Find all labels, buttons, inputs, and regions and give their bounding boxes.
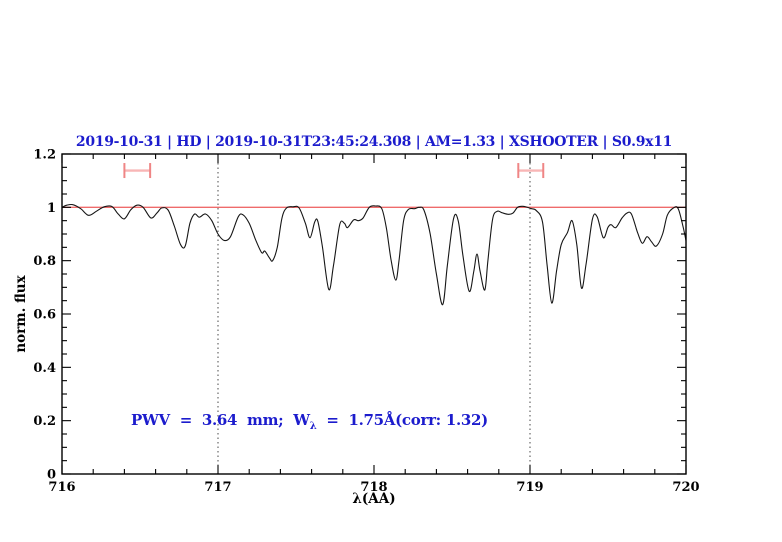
y-tick-label: 0.4 (33, 361, 56, 376)
y-tick-label: 0 (47, 468, 56, 483)
wavelength-range-markers (123, 163, 545, 179)
x-axis-label: λ(AA) (352, 491, 396, 507)
x-tick-label: 717 (204, 480, 231, 495)
lambda-subscript: λ (309, 421, 317, 432)
y-tick-label: 0.6 (33, 308, 56, 323)
x-tick-label: 720 (672, 480, 699, 495)
x-tick-label: 719 (516, 480, 543, 495)
y-tick-label: 1 (47, 201, 56, 216)
x-tick-label: 716 (48, 480, 75, 495)
pwv-annotation-prefix: PWV = 3.64 mm; W (131, 411, 310, 429)
plot-title: 2019-10-31 | HD | 2019-10-31T23:45:24.30… (75, 134, 673, 150)
y-axis-label: norm. flux (13, 275, 29, 353)
pwv-annotation: PWV = 3.64 mm; Wλ = 1.75Å(corr: 1.32) (131, 411, 488, 432)
y-tick-labels: 0 0.2 0.4 0.6 0.8 1 1.2 (33, 148, 56, 483)
spectrum-curve (61, 203, 687, 306)
dotted-reference-lines (217, 154, 531, 474)
y-tick-label: 0.8 (33, 254, 56, 269)
x-tick-label: 718 (360, 480, 387, 495)
x-tick-labels: 716 717 718 719 720 (48, 480, 699, 495)
axis-ticks (61, 153, 687, 475)
pwv-annotation-suffix: = 1.75Å(corr: 1.32) (316, 411, 488, 429)
y-tick-label: 0.2 (33, 414, 56, 429)
y-tick-label: 1.2 (33, 148, 56, 163)
